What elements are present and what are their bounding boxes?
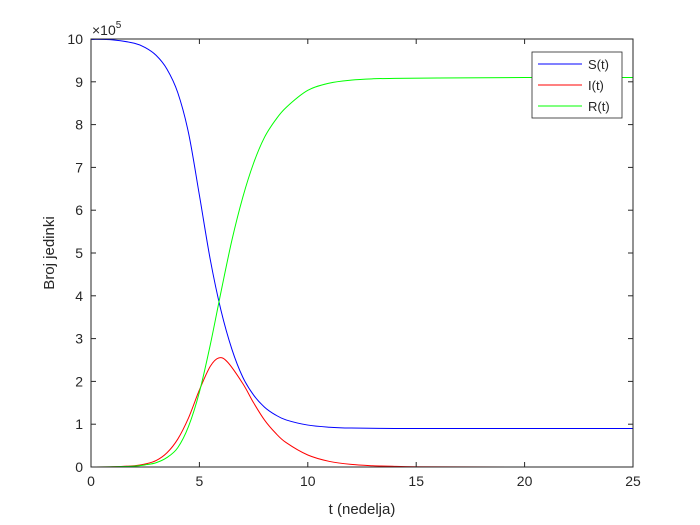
y-tick-label: 7 [75, 159, 83, 175]
y-axis-exponent: ×105 [92, 20, 122, 38]
series-lines [90, 38, 634, 468]
x-tick-label: 15 [408, 473, 424, 489]
y-tick-label: 1 [75, 416, 83, 432]
y-axis-ticks: 0 1 2 3 4 5 6 7 8 9 10 [67, 31, 633, 475]
y-tick-label: 5 [75, 245, 83, 261]
y-tick-label: 10 [67, 31, 83, 47]
y-tick-label: 3 [75, 331, 83, 347]
y-axis-label: Broj jedinki [41, 216, 58, 289]
legend: S(t) I(t) R(t) [531, 51, 623, 119]
x-tick-label: 10 [300, 473, 316, 489]
legend-label: S(t) [588, 57, 609, 72]
x-tick-label: 20 [517, 473, 533, 489]
legend-label: I(t) [588, 78, 604, 93]
y-tick-label: 6 [75, 202, 83, 218]
y-tick-label: 4 [75, 288, 83, 304]
series-line-r [90, 76, 634, 468]
x-axis-ticks: 0 5 10 15 20 25 [87, 39, 641, 489]
x-tick-label: 5 [196, 473, 204, 489]
x-tick-label: 0 [87, 473, 95, 489]
y-tick-label: 8 [75, 117, 83, 133]
y-tick-label: 9 [75, 74, 83, 90]
series-line-s [90, 38, 633, 430]
y-tick-label: 0 [75, 459, 83, 475]
series-line-i [90, 357, 633, 468]
legend-label: R(t) [588, 99, 610, 114]
x-axis-label: t (nedelja) [329, 501, 396, 518]
x-tick-label: 25 [625, 473, 641, 489]
y-tick-label: 2 [75, 373, 83, 389]
